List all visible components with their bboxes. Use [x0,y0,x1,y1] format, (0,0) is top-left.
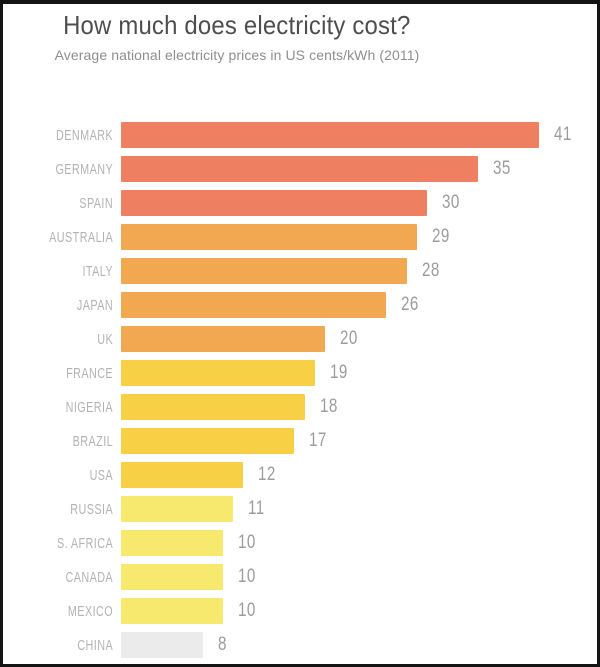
bar-row: DENMARK 41 [3,122,597,148]
bar-row: MEXICO 10 [3,598,597,624]
bar [121,428,294,454]
bar-track: 19 [121,360,352,386]
bar-row: ITALY 28 [3,258,597,284]
category-label: RUSSIA [70,500,114,518]
bar-track: 18 [121,394,342,420]
value-label: 8 [218,634,227,655]
bar-chart: DENMARK 41 GERMANY 35 SPAIN 30 AUSTRALIA 29 ITAL… [3,122,597,664]
bar-track: 29 [121,224,454,250]
category-label: CANADA [65,568,114,586]
value-label: 35 [493,158,511,179]
bar [121,360,315,386]
bar [121,394,305,420]
bar-track: 20 [121,326,362,352]
chart-subtitle: Average national electricity prices in U… [54,47,420,63]
bar-track: 35 [121,156,515,182]
value-label: 30 [442,192,460,213]
value-label: 18 [320,396,338,417]
bar-row: CHINA 8 [3,632,597,658]
bar-track: 12 [121,462,280,488]
bar-row: USA 12 [3,462,597,488]
category-label: NIGERIA [65,398,114,416]
bar [121,564,223,590]
bar-track: 28 [121,258,444,284]
bar [121,190,427,216]
bar [121,530,223,556]
category-label: JAPAN [76,296,114,314]
value-label: 29 [432,226,450,247]
bar-row: AUSTRALIA 29 [3,224,597,250]
value-label: 12 [258,464,276,485]
chart-title: How much does electricity cost? [63,10,411,40]
category-label: SPAIN [79,194,114,212]
bar [121,598,223,624]
category-label: CHINA [77,636,114,654]
value-label: 28 [422,260,440,281]
bar-row: UK 20 [3,326,597,352]
category-label: MEXICO [67,602,114,620]
category-label: FRANCE [66,364,114,382]
bar-track: 30 [121,190,464,216]
bar-track: 8 [121,632,229,658]
bar-row: FRANCE 19 [3,360,597,386]
chart-header: How much does electricity cost? Average … [3,10,471,63]
bar [121,224,417,250]
value-label: 41 [554,124,572,145]
bar-track: 26 [121,292,423,318]
bar-row: GERMANY 35 [3,156,597,182]
bar-track: 10 [121,598,260,624]
value-label: 11 [248,498,265,519]
value-label: 10 [238,600,256,621]
value-label: 19 [330,362,348,383]
category-label: UK [97,330,114,348]
bar-track: 17 [121,428,331,454]
bar [121,326,325,352]
value-label: 10 [238,566,256,587]
bar [121,258,407,284]
bar-track: 10 [121,530,260,556]
bar [121,632,203,658]
category-label: AUSTRALIA [49,228,114,246]
bar-row: CANADA 10 [3,564,597,590]
value-label: 10 [238,532,256,553]
category-label: S. AFRICA [56,534,114,552]
value-label: 20 [340,328,358,349]
bar-row: JAPAN 26 [3,292,597,318]
bar [121,156,478,182]
category-label: GERMANY [55,160,114,178]
category-label: DENMARK [56,126,114,144]
value-label: 26 [401,294,419,315]
bar-track: 11 [121,496,269,522]
bar-track: 10 [121,564,260,590]
bar [121,122,539,148]
value-label: 17 [309,430,327,451]
category-label: USA [89,466,114,484]
bar [121,462,243,488]
bar-row: NIGERIA 18 [3,394,597,420]
bar-row: BRAZIL 17 [3,428,597,454]
category-label: BRAZIL [72,432,114,450]
bar [121,496,233,522]
bar-row: S. AFRICA 10 [3,530,597,556]
bar-row: RUSSIA 11 [3,496,597,522]
category-label: ITALY [82,262,114,280]
bar-row: SPAIN 30 [3,190,597,216]
bar [121,292,386,318]
bar-track: 41 [121,122,576,148]
